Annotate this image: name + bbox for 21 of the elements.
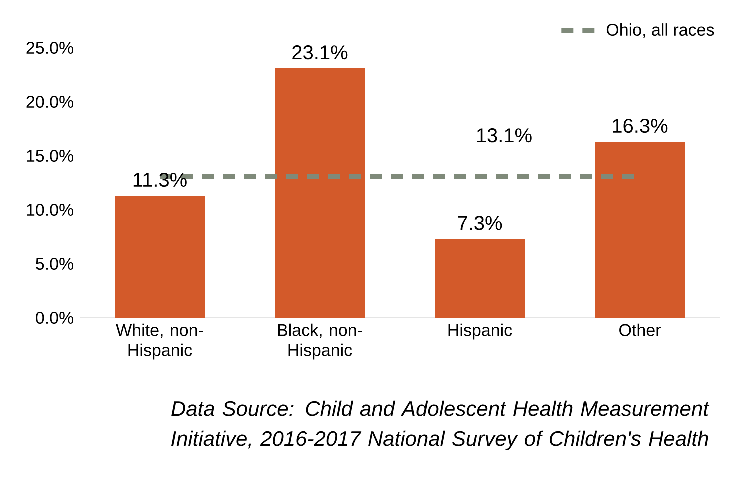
bar [595,142,686,318]
y-tick-label: 20.0% [26,96,74,108]
x-tick-label: Black, non-Hispanic [278,324,362,360]
data-label: 13.1% [477,128,532,143]
x-tick-label: White, non-Hispanic [116,324,204,360]
data-label: 11.3% [134,172,187,188]
bar [115,196,206,318]
data-label: 16.3% [613,118,668,134]
x-tick-label: Hispanic [448,324,512,340]
y-tick-label: 15.0% [27,150,74,162]
y-tick-label: 5.0% [36,258,74,270]
data-label: 23.1% [292,46,348,60]
bar [435,239,526,318]
source-note: Data Source: Child and Adolescent Health Measurement Initiative, 2016-2017 National Survey of Children's Health [172,400,710,450]
data-label: 7.3% [458,216,502,230]
y-tick-label: 0.0% [36,312,74,324]
x-tick-label: Other [620,324,661,336]
y-tick-label: 10.0% [27,204,74,216]
y-tick-label: 25.0% [26,42,74,54]
legend-label: Ohio, all races [606,24,714,38]
bar [275,68,366,318]
